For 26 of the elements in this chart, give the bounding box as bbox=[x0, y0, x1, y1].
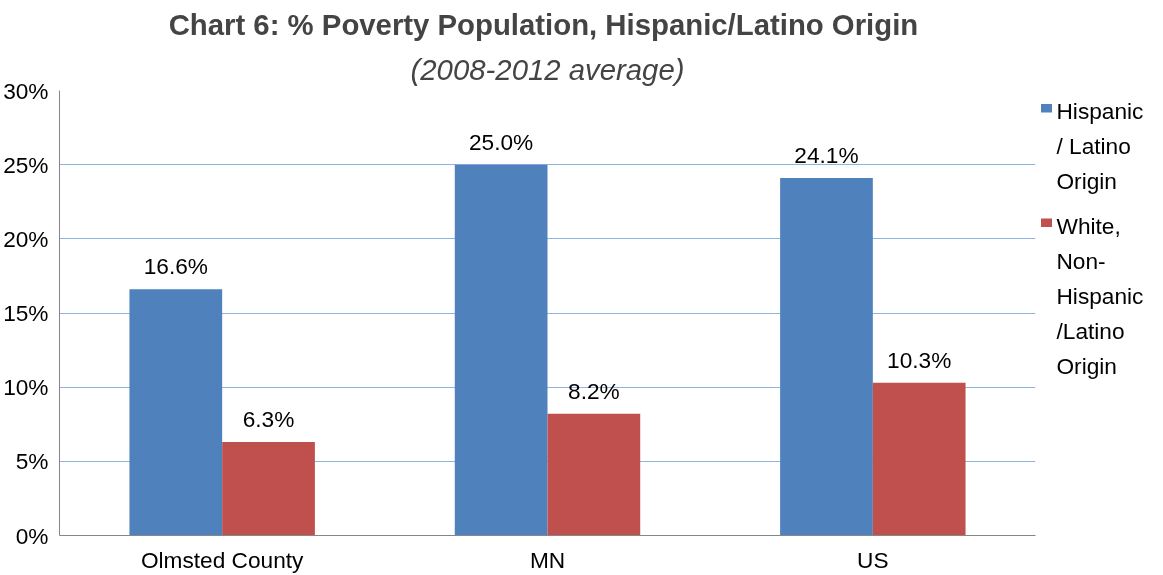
x-tick-label: MN bbox=[529, 546, 566, 573]
bar bbox=[454, 164, 548, 536]
bar bbox=[872, 382, 966, 536]
data-label: 25.0% bbox=[469, 128, 534, 155]
bar bbox=[547, 413, 641, 536]
data-label: 10.3% bbox=[887, 346, 952, 373]
x-tick-label: US bbox=[857, 546, 889, 573]
chart-title: Chart 6: % Poverty Population, Hispanic/Latino Origin bbox=[168, 7, 919, 41]
y-tick-label: 5% bbox=[15, 448, 49, 475]
chart-subtitle: (2008-2012 average) bbox=[410, 52, 685, 86]
x-tick-label: Olmsted County bbox=[140, 546, 305, 573]
y-tick-label: 30% bbox=[3, 77, 49, 104]
y-tick-label: 15% bbox=[3, 300, 49, 326]
data-label: 24.1% bbox=[794, 142, 859, 169]
y-tick-label: 25% bbox=[3, 151, 49, 178]
y-tick-label: 20% bbox=[3, 225, 49, 252]
data-label: 16.6% bbox=[143, 253, 208, 280]
bar bbox=[129, 289, 223, 536]
bar bbox=[222, 442, 315, 536]
legend-label: White, Non-Hispanic /Latino Origin bbox=[1056, 212, 1144, 380]
data-label: 8.2% bbox=[568, 377, 620, 404]
y-tick-label: 10% bbox=[3, 374, 49, 401]
y-tick-label: 0% bbox=[15, 522, 49, 549]
data-label: 6.3% bbox=[242, 406, 295, 433]
bar bbox=[780, 178, 873, 536]
legend-label: Hispanic / Latino Origin bbox=[1056, 98, 1144, 195]
